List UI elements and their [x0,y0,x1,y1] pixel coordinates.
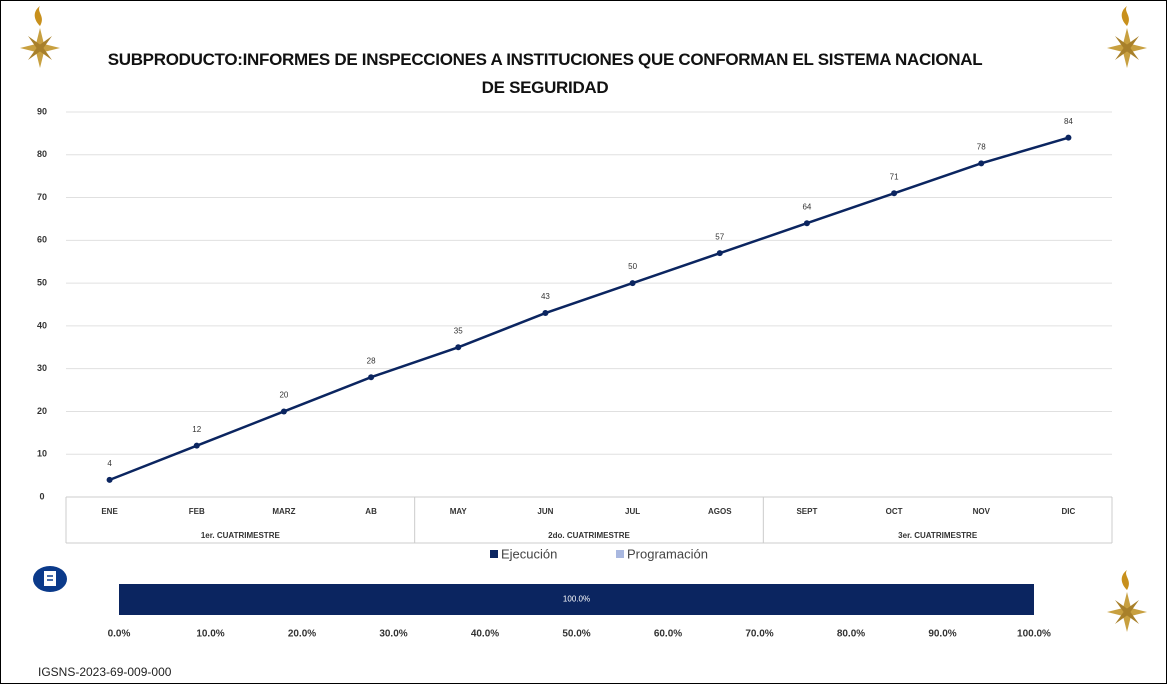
group-label: 2do. CUATRIMESTRE [548,531,630,540]
data-point [368,374,375,381]
y-tick-label: 40 [37,320,47,330]
group-label: 1er. CUATRIMESTRE [201,531,281,540]
data-label: 4 [107,459,112,468]
x-tick-label: MARZ [272,507,295,516]
data-point [455,344,462,351]
group-label: 3er. CUATRIMESTRE [898,531,978,540]
x-tick-label: NOV [973,507,991,516]
x-tick-label: 20.0% [288,629,316,640]
data-label: 28 [367,356,376,365]
data-label: 35 [454,326,463,335]
bar [119,584,1034,615]
data-label: 57 [715,232,724,241]
data-point [106,476,113,483]
data-point [193,442,200,449]
y-tick-label: 30 [37,363,47,373]
y-tick-label: 70 [37,192,47,202]
x-tick-label: 90.0% [928,629,956,640]
x-tick-label: 30.0% [379,629,407,640]
data-label: 64 [802,202,811,211]
y-tick-label: 50 [37,277,47,287]
emblem [1107,570,1147,632]
data-label: 100.0% [563,595,590,604]
x-tick-label: 40.0% [471,629,499,640]
x-tick-label: SEPT [796,507,817,516]
chart-title: SUBPRODUCTO:INFORMES DE INSPECCIONES A I… [107,50,983,97]
data-label: 84 [1064,117,1073,126]
data-point [542,310,549,317]
data-label: 71 [890,172,899,181]
y-tick-label: 90 [37,106,47,116]
y-tick-label: 20 [37,406,47,416]
data-point [716,250,723,257]
emblem [1107,6,1147,68]
data-label: 50 [628,262,637,271]
data-point [1065,134,1072,141]
x-tick-label: DIC [1062,507,1076,516]
x-tick-label: ENE [101,507,118,516]
data-label: 78 [977,142,986,151]
data-label: 20 [279,391,288,400]
legend-swatch [490,550,498,558]
data-point [891,190,898,197]
y-tick-label: 0 [39,491,44,501]
data-label: 43 [541,292,550,301]
y-tick-label: 80 [37,149,47,159]
footer: IGSNS-2023-69-009-000 [38,665,172,679]
x-tick-label: MAY [450,507,468,516]
legend-swatch [616,550,624,558]
legend-label: Programación [627,546,708,561]
x-tick-label: 100.0% [1017,629,1051,640]
y-tick-label: 10 [37,449,47,459]
data-point [280,408,287,415]
emblem [20,6,60,68]
x-tick-label: AGOS [708,507,732,516]
x-tick-label: OCT [886,507,903,516]
legend-label: Ejecución [501,546,557,561]
document-icon [33,566,67,592]
x-tick-label: JUL [625,507,640,516]
data-point [629,280,636,287]
series-line [109,136,1069,482]
x-tick-label: 0.0% [108,629,131,640]
x-tick-label: AB [365,507,377,516]
x-tick-label: 50.0% [562,629,590,640]
x-tick-label: 70.0% [745,629,773,640]
data-label: 12 [192,425,201,434]
x-tick-label: 60.0% [654,629,682,640]
x-tick-label: FEB [189,507,205,516]
x-tick-label: 10.0% [196,629,224,640]
x-tick-label: JUN [537,507,553,516]
x-tick-label: 80.0% [837,629,865,640]
data-point [978,160,985,167]
y-tick-label: 60 [37,235,47,245]
data-point [803,220,810,227]
